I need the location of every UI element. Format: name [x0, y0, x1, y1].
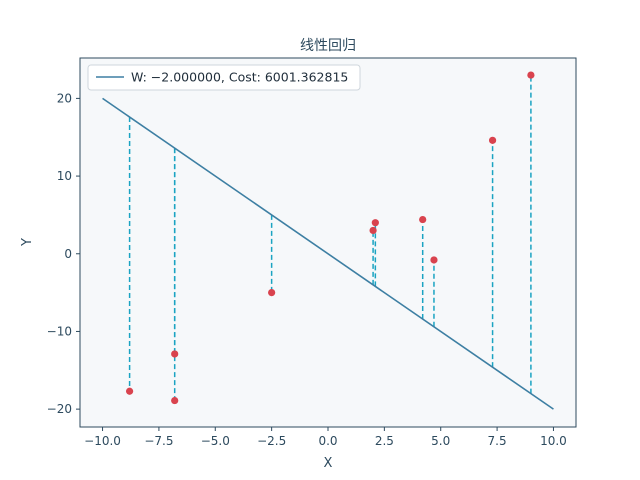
x-axis-ticks: −10.0 −7.5 −5.0 −2.5 0.0 2.5 5.0 7.5 10.0	[84, 427, 567, 448]
regression-line-group	[102, 97, 554, 410]
x-tick-label: 10.0	[540, 434, 567, 448]
x-tick-label: 7.5	[488, 434, 507, 448]
legend: W: −2.000000, Cost: 6001.362815	[87, 64, 361, 91]
data-point-5	[371, 219, 379, 227]
chart-title: 线性回归	[300, 37, 356, 54]
x-axis-label: X	[324, 456, 333, 471]
x-tick-label: −5.0	[201, 434, 230, 448]
data-point-2	[171, 396, 179, 405]
data-point-0	[126, 387, 134, 395]
y-tick-label: −20	[47, 402, 72, 416]
y-tick-label: 0	[64, 247, 72, 261]
data-point-1	[171, 350, 179, 358]
x-tick-label: −10.0	[84, 434, 121, 448]
y-axis-label: Y	[20, 238, 35, 247]
data-point-3	[268, 289, 276, 297]
x-tick-label: 5.0	[431, 434, 450, 448]
legend-box	[87, 64, 361, 91]
data-point-4	[369, 226, 377, 235]
x-tick-label: −7.5	[144, 434, 173, 448]
data-point-6	[419, 215, 427, 224]
legend-label: W: −2.000000, Cost: 6001.362815	[131, 70, 348, 85]
y-tick-label: −10	[47, 324, 72, 338]
regression-line	[102, 97, 554, 410]
x-tick-label: 0.0	[318, 434, 337, 448]
data-point-7	[430, 256, 438, 264]
plot-background	[80, 58, 576, 427]
residual-lines	[128, 75, 532, 401]
y-tick-label: 10	[57, 169, 72, 183]
y-tick-label: 20	[57, 91, 72, 105]
data-point-8	[488, 136, 497, 144]
data-points	[126, 71, 535, 405]
y-axis-ticks: −20 −10 0 10 20	[47, 91, 80, 416]
data-point-9	[527, 71, 535, 79]
x-tick-label: 2.5	[375, 434, 394, 448]
x-tick-label: −2.5	[257, 434, 286, 448]
